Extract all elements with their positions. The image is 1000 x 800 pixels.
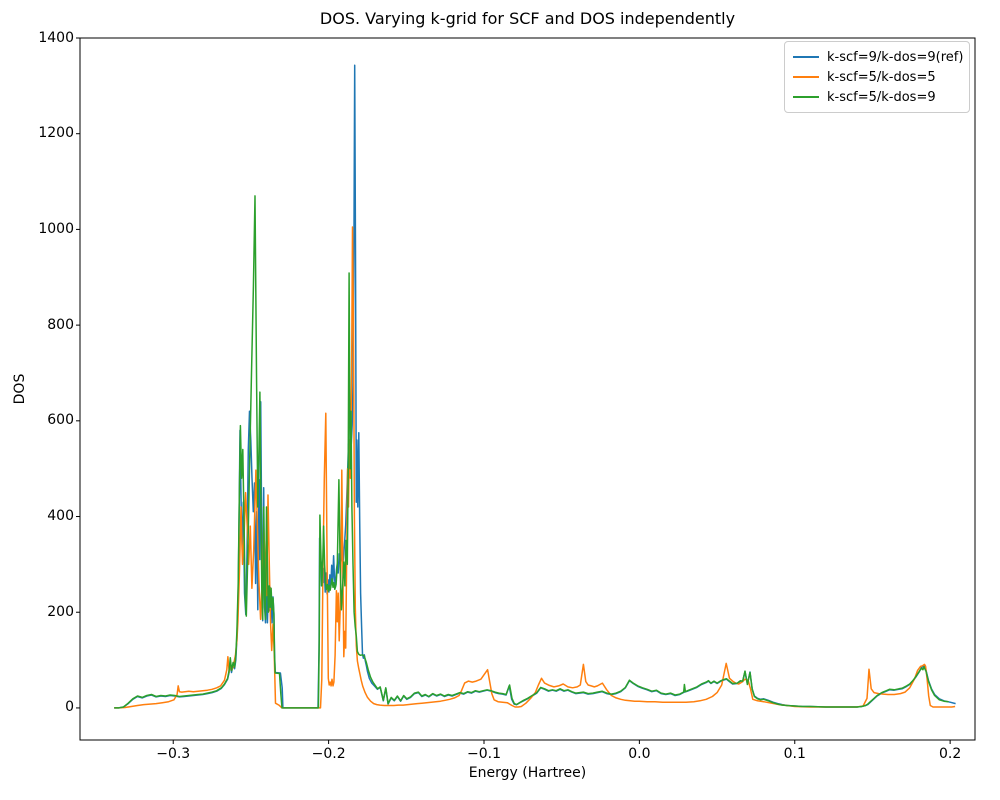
chart-title: DOS. Varying k-grid for SCF and DOS inde…: [319, 9, 736, 28]
legend-line-swatch: [793, 96, 819, 98]
legend-line-swatch: [793, 56, 819, 58]
legend-item-label: k-scf=5/k-dos=9: [827, 89, 936, 105]
x-tick-label: −0.2: [311, 746, 346, 762]
series-line-3: [114, 195, 949, 709]
y-axis-label: DOS: [12, 373, 28, 405]
series-line-1: [114, 64, 956, 709]
x-tick-label: −0.1: [466, 746, 501, 762]
legend-line-swatch: [793, 76, 819, 78]
x-axis-label: Energy (Hartree): [468, 765, 587, 781]
y-tick-label: 1400: [38, 29, 74, 46]
axes-spines: [79, 37, 976, 741]
x-tick-label: 0.2: [938, 746, 962, 762]
y-tick-label: 400: [47, 508, 74, 525]
series-line-2: [114, 226, 956, 709]
legend-item: k-scf=5/k-dos=9: [793, 87, 961, 107]
y-tick-label: 1000: [38, 220, 74, 237]
x-tick-label: −0.3: [156, 746, 191, 762]
legend-item-label: k-scf=5/k-dos=5: [827, 69, 936, 85]
legend: k-scf=9/k-dos=9(ref) k-scf=5/k-dos=5 k-scf…: [784, 41, 970, 113]
legend-item: k-scf=9/k-dos=9(ref): [793, 47, 964, 67]
x-tick-label: 0.0: [628, 746, 651, 762]
y-tick-label: 1200: [38, 125, 74, 142]
y-tick-label: 800: [47, 316, 74, 333]
y-tick-label: 0: [65, 699, 74, 716]
legend-item: k-scf=5/k-dos=5: [793, 67, 961, 87]
y-tick-label: 200: [47, 603, 74, 620]
x-tick-label: 0.1: [783, 746, 806, 762]
legend-item-label: k-scf=9/k-dos=9(ref): [827, 49, 964, 65]
y-tick-label: 600: [47, 412, 74, 429]
